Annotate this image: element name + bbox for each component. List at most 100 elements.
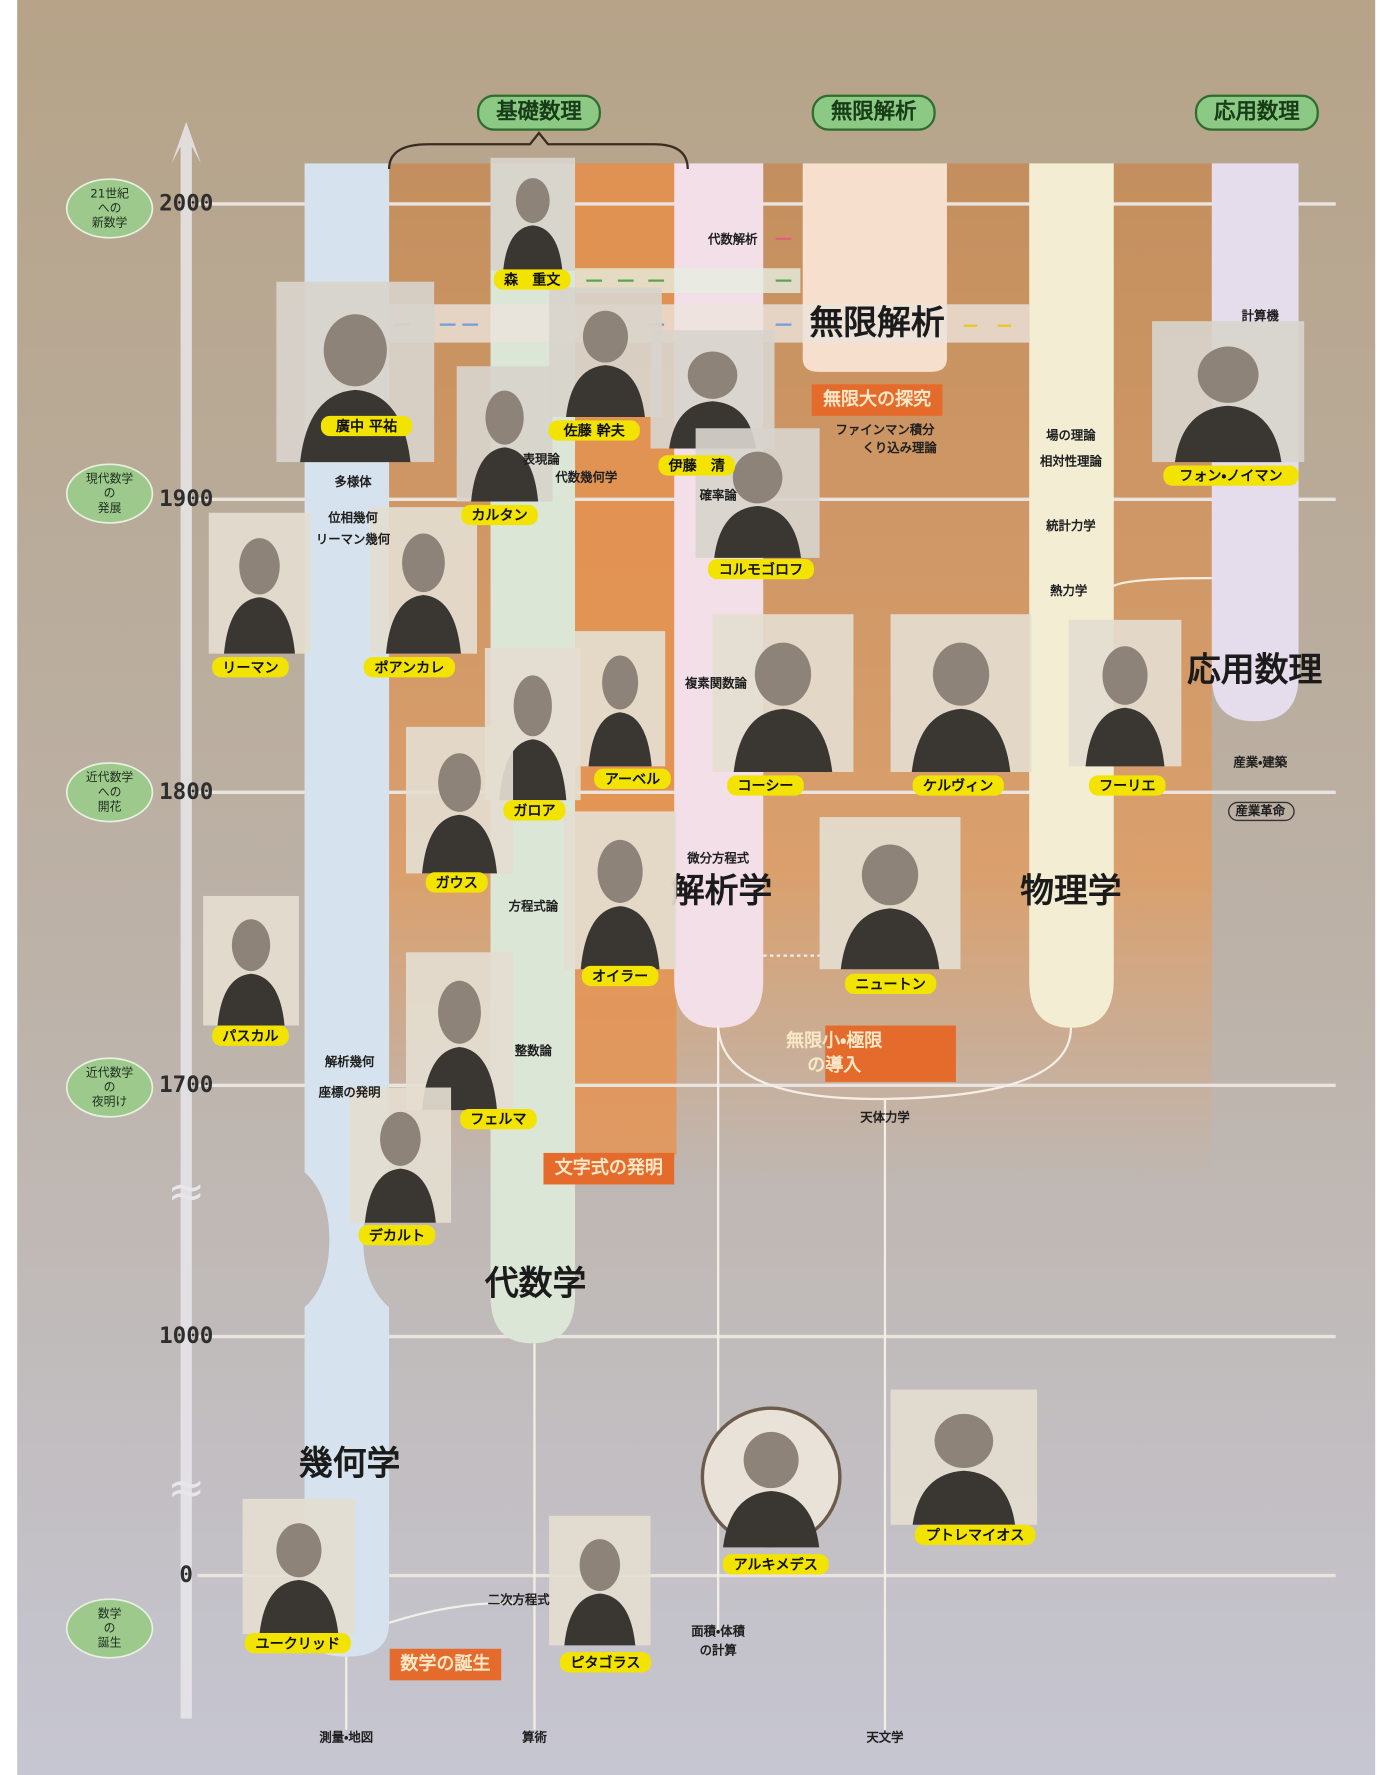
topic-label: 多様体 [334,474,372,489]
era-label: の [104,1080,116,1094]
topic-label: 産業革命 [1235,803,1285,818]
theme-label: 文字式の発明 [555,1157,663,1179]
branch-header: 無限解析 [831,99,917,125]
topic-label: 確率論 [699,487,738,502]
portrait-head [744,1432,799,1488]
topic-label: くり込み理論 [862,440,937,455]
era-label: 近代数学 [86,770,133,784]
person-name: アーベル [605,772,660,788]
topic-label: 座標の発明 [318,1085,381,1100]
person-name: オイラー [592,969,648,985]
portrait-head [1198,347,1259,403]
person-name: ユークリッド [256,1636,340,1652]
portrait-head [516,178,550,223]
year-label: 1700 [159,1072,213,1098]
portrait-head [276,1523,321,1577]
era-label: の [104,1621,116,1635]
person-name: デカルト [369,1227,425,1244]
topic-label: 天体力学 [860,1109,910,1124]
portrait [549,287,662,417]
portrait-head [1102,646,1147,705]
branch-header: 基礎数理 [496,99,582,125]
field-label: 解析学 [671,871,772,910]
topic-label: 複素関数論 [684,676,748,691]
portrait [370,507,477,654]
portrait [702,1408,839,1547]
portrait-head [862,844,918,905]
break-mark: ≈ [167,1461,205,1514]
field-label: 無限解析 [809,303,944,342]
year-label: 2000 [159,190,213,216]
portrait-head [485,391,523,445]
person-name: プトレマイオス [926,1528,1025,1544]
portrait-head [580,1539,621,1591]
topic-label: 場の理論 [1046,428,1096,443]
person-name: ケルヴィン [923,778,993,795]
person-name: フォン・ノイマン [1179,469,1282,485]
field-label: 応用数理 [1187,650,1322,689]
topic-label: 二次方程式 [488,1592,551,1607]
era-label: の [104,486,116,500]
year-label: 1800 [159,779,213,805]
person-name: コルモゴロフ [719,561,803,578]
era-label: 新数学 [92,216,128,230]
portrait [406,727,513,874]
portrait-head [933,643,989,706]
portrait-head [514,675,552,736]
era-label: 夜明け [92,1095,128,1109]
portrait-head [402,534,445,593]
person-name: ピタゴラス [570,1654,640,1671]
person-name: パスカル [222,1029,278,1045]
topic-label: 計算機 [1242,308,1280,323]
portrait [457,366,553,501]
portrait-head [438,753,481,812]
person-name: リーマン [222,660,278,676]
topic-label: 解析幾何 [324,1054,375,1069]
portrait [209,513,310,654]
era-label: 21世紀 [90,186,129,200]
portrait-head [935,1414,994,1468]
person-name: カルタン [471,508,527,524]
portrait [491,158,576,271]
portrait-head [755,643,811,706]
portrait [350,1088,451,1223]
topic-label: 熱力学 [1050,583,1087,598]
theme-label: 無限大の探究 [823,388,931,410]
topic-label: の計算 [700,1643,737,1658]
portrait-head [688,352,738,399]
topic-label: 算術 [521,1729,547,1744]
topic-label: 代数幾何学 [554,469,617,484]
year-label: 1900 [159,486,213,512]
year-label: 1000 [159,1323,213,1349]
person-name: フェルマ [470,1112,526,1128]
portrait-head [602,655,638,709]
topic-label: 位相幾何 [327,510,378,525]
branch-header: 応用数理 [1214,99,1300,125]
person-name: 森 重文 [504,272,561,289]
era-label: 開花 [98,799,122,813]
era-label: 数学 [98,1606,122,1620]
person-name: ポアンカレ [374,659,444,676]
topic-label: 代数解析 [707,232,758,247]
person-name: ガロア [513,803,555,819]
portrait-head [232,919,270,971]
field-label: 幾何学 [299,1444,400,1483]
portrait-head [239,538,280,594]
portrait [243,1499,356,1634]
person-name: ガウス [436,876,478,892]
portrait [891,614,1032,772]
portrait-head [733,452,783,504]
year-label: 0 [179,1562,193,1588]
portrait [564,811,677,969]
era-label: 発展 [98,501,122,515]
topic-label: 方程式論 [509,899,559,914]
portrait [820,817,961,969]
topic-label: ファインマン積分 [835,422,935,437]
portrait-head [598,840,643,903]
era-label: 現代数学 [86,471,133,485]
person-name: アルキメデス [733,1556,817,1573]
person-name: フーリエ [1099,779,1155,795]
portrait [575,631,665,766]
topic-label: 相対性理論 [1040,454,1103,469]
topic-label: 面積・体積 [691,1623,745,1638]
